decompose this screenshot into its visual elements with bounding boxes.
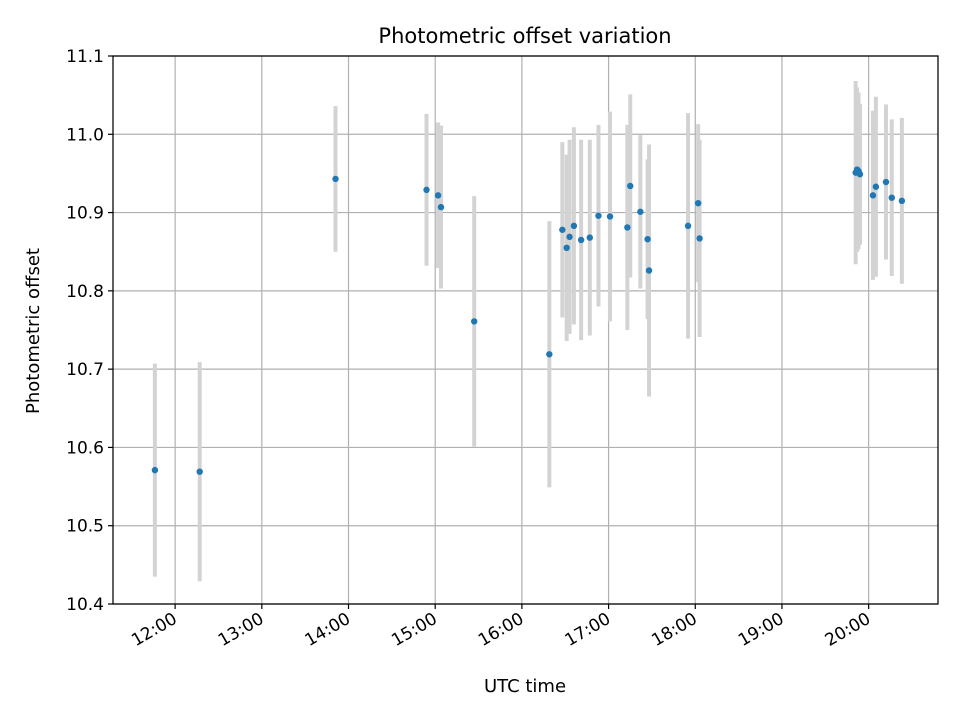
- data-point: [869, 192, 877, 199]
- y-tick-label: 10.8: [66, 282, 104, 302]
- data-point: [423, 186, 430, 194]
- data-point: [637, 208, 644, 215]
- data-point: [872, 183, 880, 190]
- data-point: [624, 224, 631, 231]
- data-point: [434, 192, 442, 199]
- y-tick-label: 10.7: [66, 360, 104, 380]
- data-point: [856, 171, 864, 178]
- data-point: [644, 235, 651, 243]
- data-point: [437, 203, 445, 211]
- data-point: [559, 226, 566, 233]
- y-axis-label: Photometric offset: [23, 248, 44, 414]
- y-tick-label: 11.0: [66, 125, 104, 145]
- grid-lines: [113, 55, 938, 605]
- chart-title: Photometric offset variation: [378, 24, 671, 48]
- data-point: [888, 194, 895, 201]
- data-point: [627, 182, 634, 190]
- x-axis-label: UTC time: [484, 676, 566, 697]
- data-point: [196, 468, 203, 475]
- data-point: [606, 213, 614, 220]
- data-point: [563, 244, 570, 251]
- data-point: [586, 234, 593, 241]
- y-tick-label: 10.6: [66, 438, 104, 458]
- data-points: [151, 166, 906, 475]
- plot-frame: [112, 55, 939, 605]
- y-tick-label: 10.9: [66, 204, 104, 224]
- data-point: [595, 212, 602, 219]
- y-tick-label: 10.4: [66, 595, 104, 615]
- data-point: [684, 222, 692, 230]
- y-tick-label: 11.1: [66, 47, 104, 67]
- data-point: [332, 175, 339, 183]
- data-point: [898, 197, 906, 205]
- data-point: [570, 222, 578, 230]
- data-point: [882, 178, 890, 186]
- data-point: [645, 267, 653, 274]
- data-point: [694, 199, 702, 207]
- data-point: [151, 466, 159, 474]
- data-point: [577, 236, 585, 244]
- data-point: [471, 318, 478, 325]
- y-tick-label: 10.5: [66, 517, 104, 537]
- data-point: [546, 351, 553, 358]
- y-axis-ticks: 10.4 10.5 10.6 10.7 10.8 10.9 11.0 11.1: [66, 47, 113, 615]
- data-point: [566, 233, 573, 241]
- data-point: [696, 235, 703, 242]
